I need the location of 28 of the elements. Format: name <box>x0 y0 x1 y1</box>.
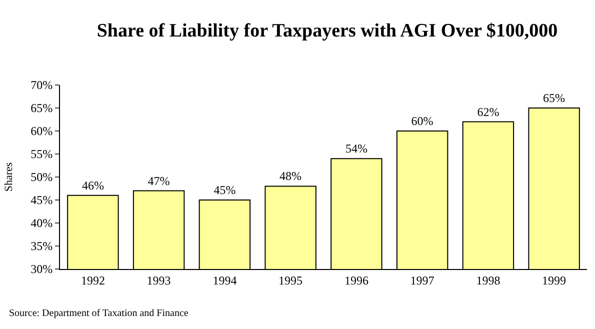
x-tick-label: 1999 <box>542 273 566 288</box>
y-tick-label: 60% <box>30 124 53 138</box>
x-tick-label: 1996 <box>344 273 368 288</box>
x-tick-label: 1997 <box>410 273 434 288</box>
x-tick-label: 1992 <box>80 273 105 288</box>
data-label: 47% <box>148 174 170 188</box>
x-tick-label: 1998 <box>476 273 500 288</box>
y-tick-label: 50% <box>30 170 53 184</box>
x-tick-label: 1995 <box>278 273 303 288</box>
chart-title: Share of Liability for Taxpayers with AGI Over $100,000 <box>96 20 558 42</box>
data-label: 65% <box>543 91 566 105</box>
data-label: 48% <box>280 169 302 184</box>
data-label: 46% <box>82 178 104 192</box>
y-tick-label: 30% <box>30 262 53 276</box>
y-tick-label: 55% <box>30 147 53 162</box>
x-tick-label: 1994 <box>212 273 237 288</box>
y-axis-title: Shares <box>3 162 16 192</box>
y-tick-label: 35% <box>30 239 53 254</box>
data-label: 60% <box>411 114 434 128</box>
y-tick-label: 65% <box>30 101 53 116</box>
data-label: 45% <box>214 183 236 197</box>
data-label: 54% <box>345 142 368 156</box>
y-tick-label: 40% <box>30 216 53 230</box>
y-tick-label: 70% <box>30 78 53 92</box>
y-tick-label: 45% <box>30 193 53 208</box>
x-tick-label: 1993 <box>146 273 171 288</box>
data-label: 62% <box>477 104 500 119</box>
source-note: Source: Department of Taxation and Finance <box>9 308 189 319</box>
